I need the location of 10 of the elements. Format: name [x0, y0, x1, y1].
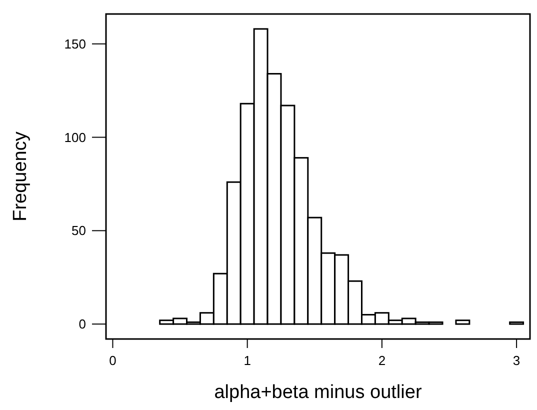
y-tick-label: 100: [64, 130, 86, 145]
x-axis-title: alpha+beta minus outlier: [214, 382, 422, 403]
y-tick-label: 50: [72, 223, 86, 238]
x-tick-label: 2: [378, 353, 386, 368]
x-tick-label: 0: [109, 353, 116, 368]
y-axis-title: Frequency: [10, 131, 31, 222]
y-tick-label: 0: [78, 316, 86, 332]
x-tick-label: 3: [512, 353, 520, 368]
x-tick-label: 1: [244, 353, 251, 368]
y-tick-label: 150: [64, 36, 86, 52]
